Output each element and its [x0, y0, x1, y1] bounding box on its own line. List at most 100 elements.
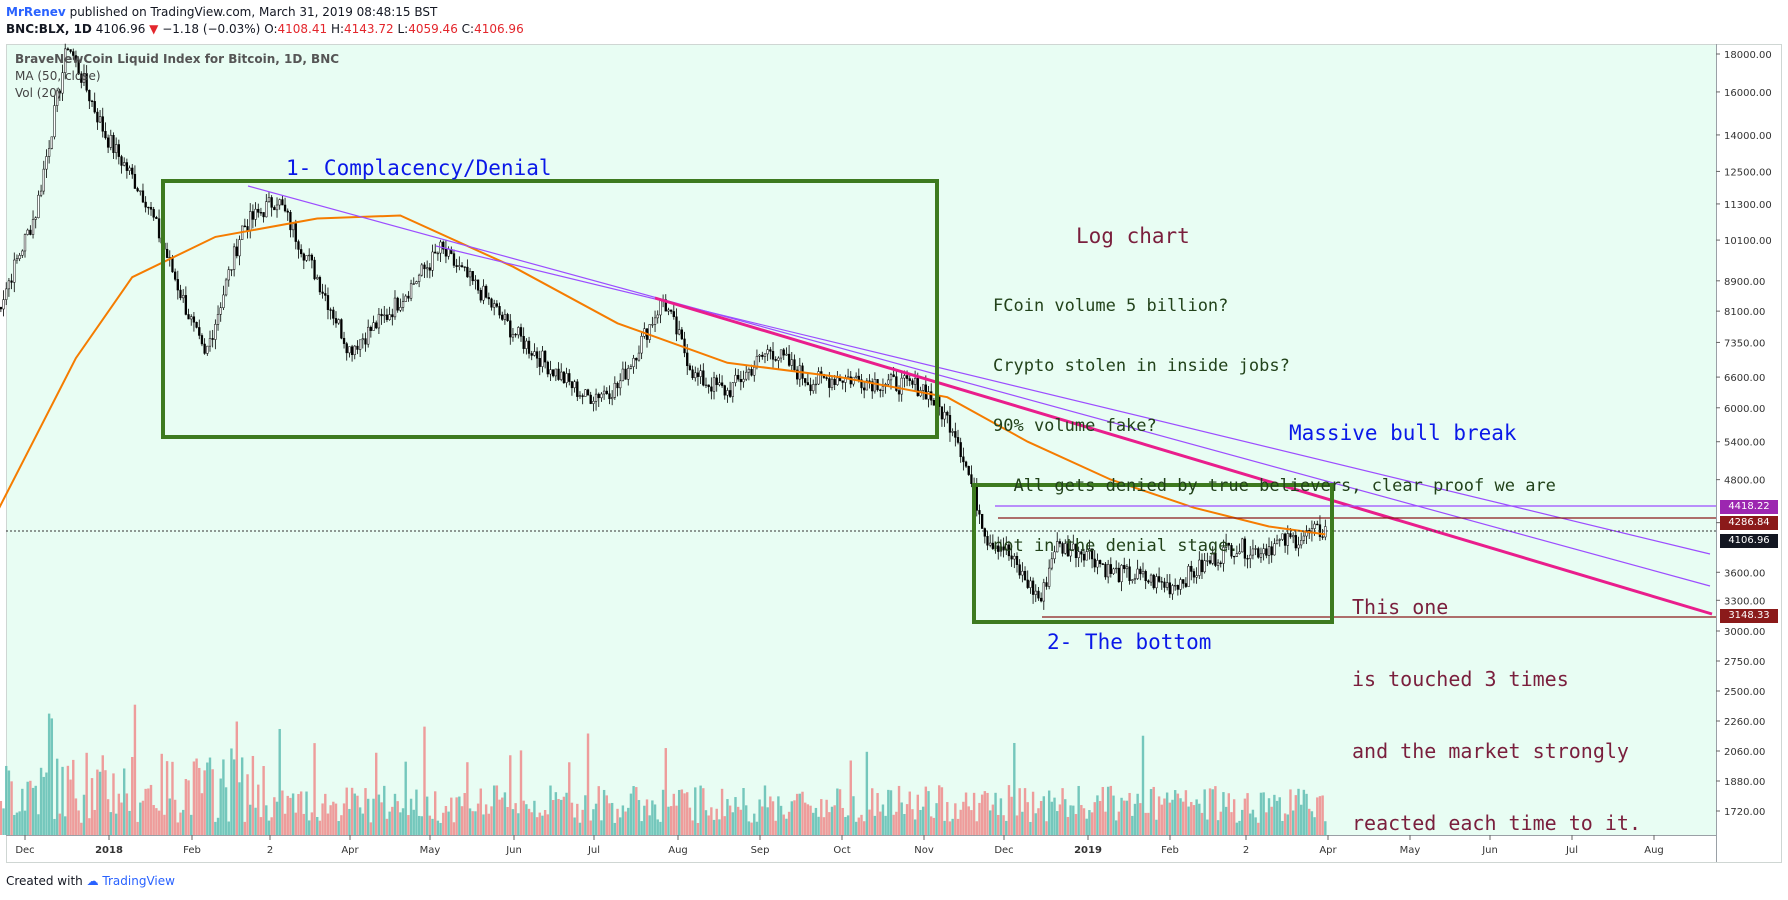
candle-body	[828, 378, 831, 388]
candle-body	[715, 377, 718, 386]
tradingview-logo-icon[interactable]: ☁	[86, 874, 99, 888]
price-change: −1.18 (−0.03%)	[162, 22, 261, 36]
candle-body	[913, 377, 917, 385]
candle-body	[340, 319, 343, 339]
candle-body	[1198, 559, 1201, 576]
volume-bar	[476, 803, 480, 835]
candle-body	[37, 194, 40, 219]
volume-bar	[251, 755, 255, 835]
volume-bar	[171, 761, 174, 835]
candle-body	[1227, 542, 1230, 546]
note-line: not in the denial stage.	[993, 536, 1239, 556]
volume-bar	[216, 817, 220, 835]
volume-bar	[688, 807, 692, 835]
volume-bar	[830, 806, 834, 835]
candle-body	[230, 269, 233, 271]
volume-bar	[675, 805, 678, 835]
legend-ma[interactable]: MA (50, close)	[15, 69, 101, 83]
candle-body	[10, 280, 13, 283]
volume-bar	[844, 816, 847, 835]
candle-body	[570, 381, 574, 389]
candle-body	[2, 299, 5, 310]
price-candles	[0, 43, 1327, 610]
volume-bar	[1131, 815, 1134, 835]
candle-body	[881, 386, 885, 391]
volume-bar	[680, 789, 684, 835]
legend-title[interactable]: BraveNewCoin Liquid Index for Bitcoin, 1…	[15, 52, 340, 66]
volume-bar	[104, 770, 107, 835]
volume-bar	[1141, 735, 1145, 835]
volume-bar	[1050, 801, 1054, 835]
price-axis: 18000.00 16000.00 14000.00 12500.00 11300.00…	[1716, 50, 1772, 818]
volume-bar	[299, 791, 303, 835]
volume-bar	[460, 806, 464, 835]
volume-bar	[455, 797, 458, 835]
candle-body	[476, 279, 480, 291]
volume-bar	[1066, 816, 1070, 835]
volume-bar	[147, 788, 150, 835]
volume-bar	[468, 808, 472, 835]
volume-bar	[546, 814, 550, 835]
time-tick-label: Aug	[1644, 845, 1664, 856]
candle-body	[812, 384, 815, 392]
candle-body	[600, 393, 603, 399]
volume-bar	[702, 788, 705, 835]
volume-bar	[1045, 821, 1048, 835]
candle-body	[503, 314, 507, 320]
volume-bar	[530, 812, 533, 835]
volume-bar	[1144, 812, 1147, 835]
candle-body	[56, 90, 59, 106]
candle-body	[1165, 582, 1169, 588]
candle-body	[254, 208, 257, 220]
volume-bar	[326, 813, 330, 835]
volume-bar	[699, 785, 702, 835]
candle-body	[565, 373, 568, 383]
candle-body	[388, 314, 391, 320]
candle-body	[1262, 548, 1265, 555]
candle-body	[131, 167, 134, 175]
volume-bar	[155, 808, 158, 835]
volume-bar	[940, 787, 944, 835]
volume-bar	[766, 807, 769, 835]
candle-body	[1112, 568, 1115, 574]
volume-bar	[90, 778, 94, 835]
volume-bar	[417, 815, 421, 835]
candle-body	[667, 309, 670, 312]
volume-bar	[74, 798, 78, 835]
candle-body	[23, 234, 27, 252]
tradingview-brand[interactable]: TradingView	[102, 874, 175, 888]
volume-bar	[144, 788, 147, 835]
candle-body	[927, 391, 930, 400]
candle-body	[637, 352, 641, 361]
candle-body	[1283, 533, 1287, 546]
volume-bar	[943, 820, 946, 835]
volume-bar	[750, 822, 753, 835]
price-tick-label: 18000.00	[1724, 50, 1772, 61]
candle-body	[291, 223, 295, 231]
volume-bar	[1080, 805, 1083, 835]
candle-body	[769, 349, 772, 352]
author-name[interactable]: MrRenev	[6, 5, 66, 19]
time-tick-label: Jul	[1565, 845, 1578, 856]
time-axis: Dec 2018 Feb 2 Apr May Jun Jul Aug Sep Oct Nov Dec 20…	[15, 835, 1664, 856]
volume-bar	[712, 819, 716, 835]
volume-bar	[648, 815, 651, 835]
volume-bar	[905, 804, 909, 835]
candle-body	[753, 367, 756, 376]
legend-volume[interactable]: Vol (20)	[15, 86, 62, 100]
volume-bar	[114, 813, 118, 835]
price-badge-last: 4106.96	[1720, 534, 1778, 548]
candle-body	[785, 353, 788, 356]
volume-bar	[109, 812, 112, 835]
volume-bar	[594, 803, 598, 835]
candle-body	[1021, 570, 1024, 576]
volume-bar	[745, 805, 748, 835]
volume-bar	[1275, 800, 1279, 835]
volume-bar	[1123, 800, 1126, 835]
candle-body	[1157, 576, 1161, 582]
volume-bar	[1200, 812, 1204, 835]
volume-bar	[291, 793, 295, 835]
candle-body	[863, 387, 866, 391]
candle-body	[782, 349, 785, 356]
